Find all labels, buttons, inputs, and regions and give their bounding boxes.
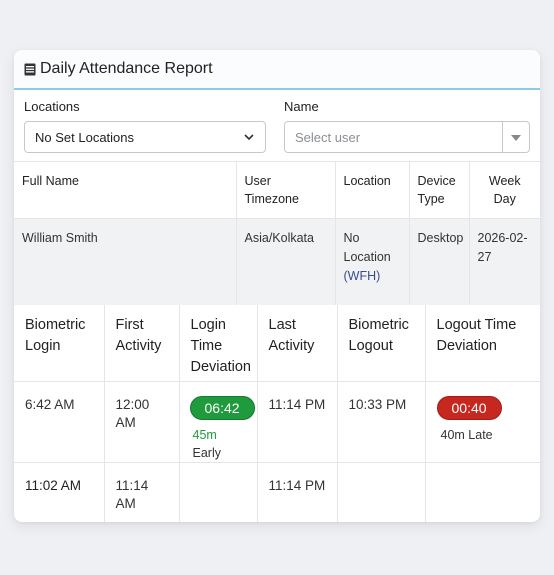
chevron-down-icon [243, 131, 255, 146]
employee-location: No Location (WFH) [335, 218, 410, 305]
employee-timezone: Asia/Kolkata [236, 218, 336, 305]
header-last-activity: Last Activity [257, 304, 338, 382]
biometric-login-cell: 6:42 AM [14, 381, 105, 463]
last-activity-cell: 11:14 PM [257, 462, 338, 522]
header-login-time-deviation: Login Time Deviation [179, 304, 258, 382]
header-biometric-login: Biometric Login [14, 304, 105, 382]
first-activity-cell: 11:14 AM [104, 462, 180, 522]
logout-deviation-badge: 00:40 [436, 396, 502, 420]
table-row: William Smith Asia/Kolkata No Location (… [14, 218, 540, 305]
employee-info-table: Full Name User Timezone Location Device … [14, 162, 540, 305]
name-label: Name [284, 99, 319, 114]
name-select[interactable]: Select user [284, 121, 530, 153]
employee-full-name: William Smith [14, 218, 237, 305]
header-user-timezone: User Timezone [236, 162, 336, 219]
login-deviation-note: 45m Early [190, 426, 247, 462]
header-device-type: Device Type [409, 162, 470, 219]
login-deviation-cell [179, 462, 258, 522]
filters-bar: Locations No Set Locations Name Select u… [14, 90, 540, 162]
table-row: 11:02 AM 11:14 AM 11:14 PM [14, 462, 540, 523]
biometric-logout-cell [337, 462, 426, 522]
header-biometric-logout: Biometric Logout [337, 304, 426, 382]
biometric-login-cell: 11:02 AM [14, 462, 105, 522]
logout-deviation-cell: 00:40 40m Late [425, 381, 540, 463]
first-activity-cell: 12:00 AM [104, 381, 180, 463]
logout-deviation-note: 40m Late [440, 428, 493, 442]
last-activity-cell: 11:14 PM [257, 381, 338, 463]
locations-select[interactable]: No Set Locations [24, 121, 266, 153]
select-divider [502, 122, 503, 152]
login-deviation-label: Early [192, 446, 221, 460]
logout-deviation-cell [425, 463, 540, 523]
header-full-name: Full Name [14, 162, 237, 219]
header-week-day: Week Day [469, 162, 540, 219]
card-header: Daily Attendance Report [14, 50, 540, 90]
caret-down-icon[interactable] [511, 135, 521, 141]
biometric-logout-cell: 10:33 PM [337, 381, 426, 463]
employee-device: Desktop [409, 218, 470, 305]
header-logout-time-deviation: Logout Time Deviation [425, 304, 540, 382]
location-text: No Location [343, 231, 391, 264]
wfh-tag: (WFH) [343, 269, 381, 283]
table-row: 6:42 AM 12:00 AM 06:42 45m Early 11:14 P… [14, 381, 540, 463]
name-select-placeholder: Select user [295, 129, 361, 145]
header-first-activity: First Activity [104, 304, 180, 382]
page-title: Daily Attendance Report [40, 60, 213, 77]
header-location: Location [335, 162, 410, 219]
activity-table: Biometric Login First Activity Login Tim… [14, 304, 540, 523]
login-deviation-minutes: 45m [192, 428, 217, 442]
employee-week-day: 2026-02-27 [469, 218, 540, 305]
attendance-report-card: Daily Attendance Report Locations No Set… [14, 50, 540, 522]
calendar-doc-icon [24, 63, 36, 76]
login-deviation-cell: 06:42 45m Early [179, 381, 258, 463]
locations-label: Locations [24, 99, 80, 114]
login-deviation-badge: 06:42 [189, 396, 255, 420]
locations-select-value: No Set Locations [35, 129, 135, 145]
